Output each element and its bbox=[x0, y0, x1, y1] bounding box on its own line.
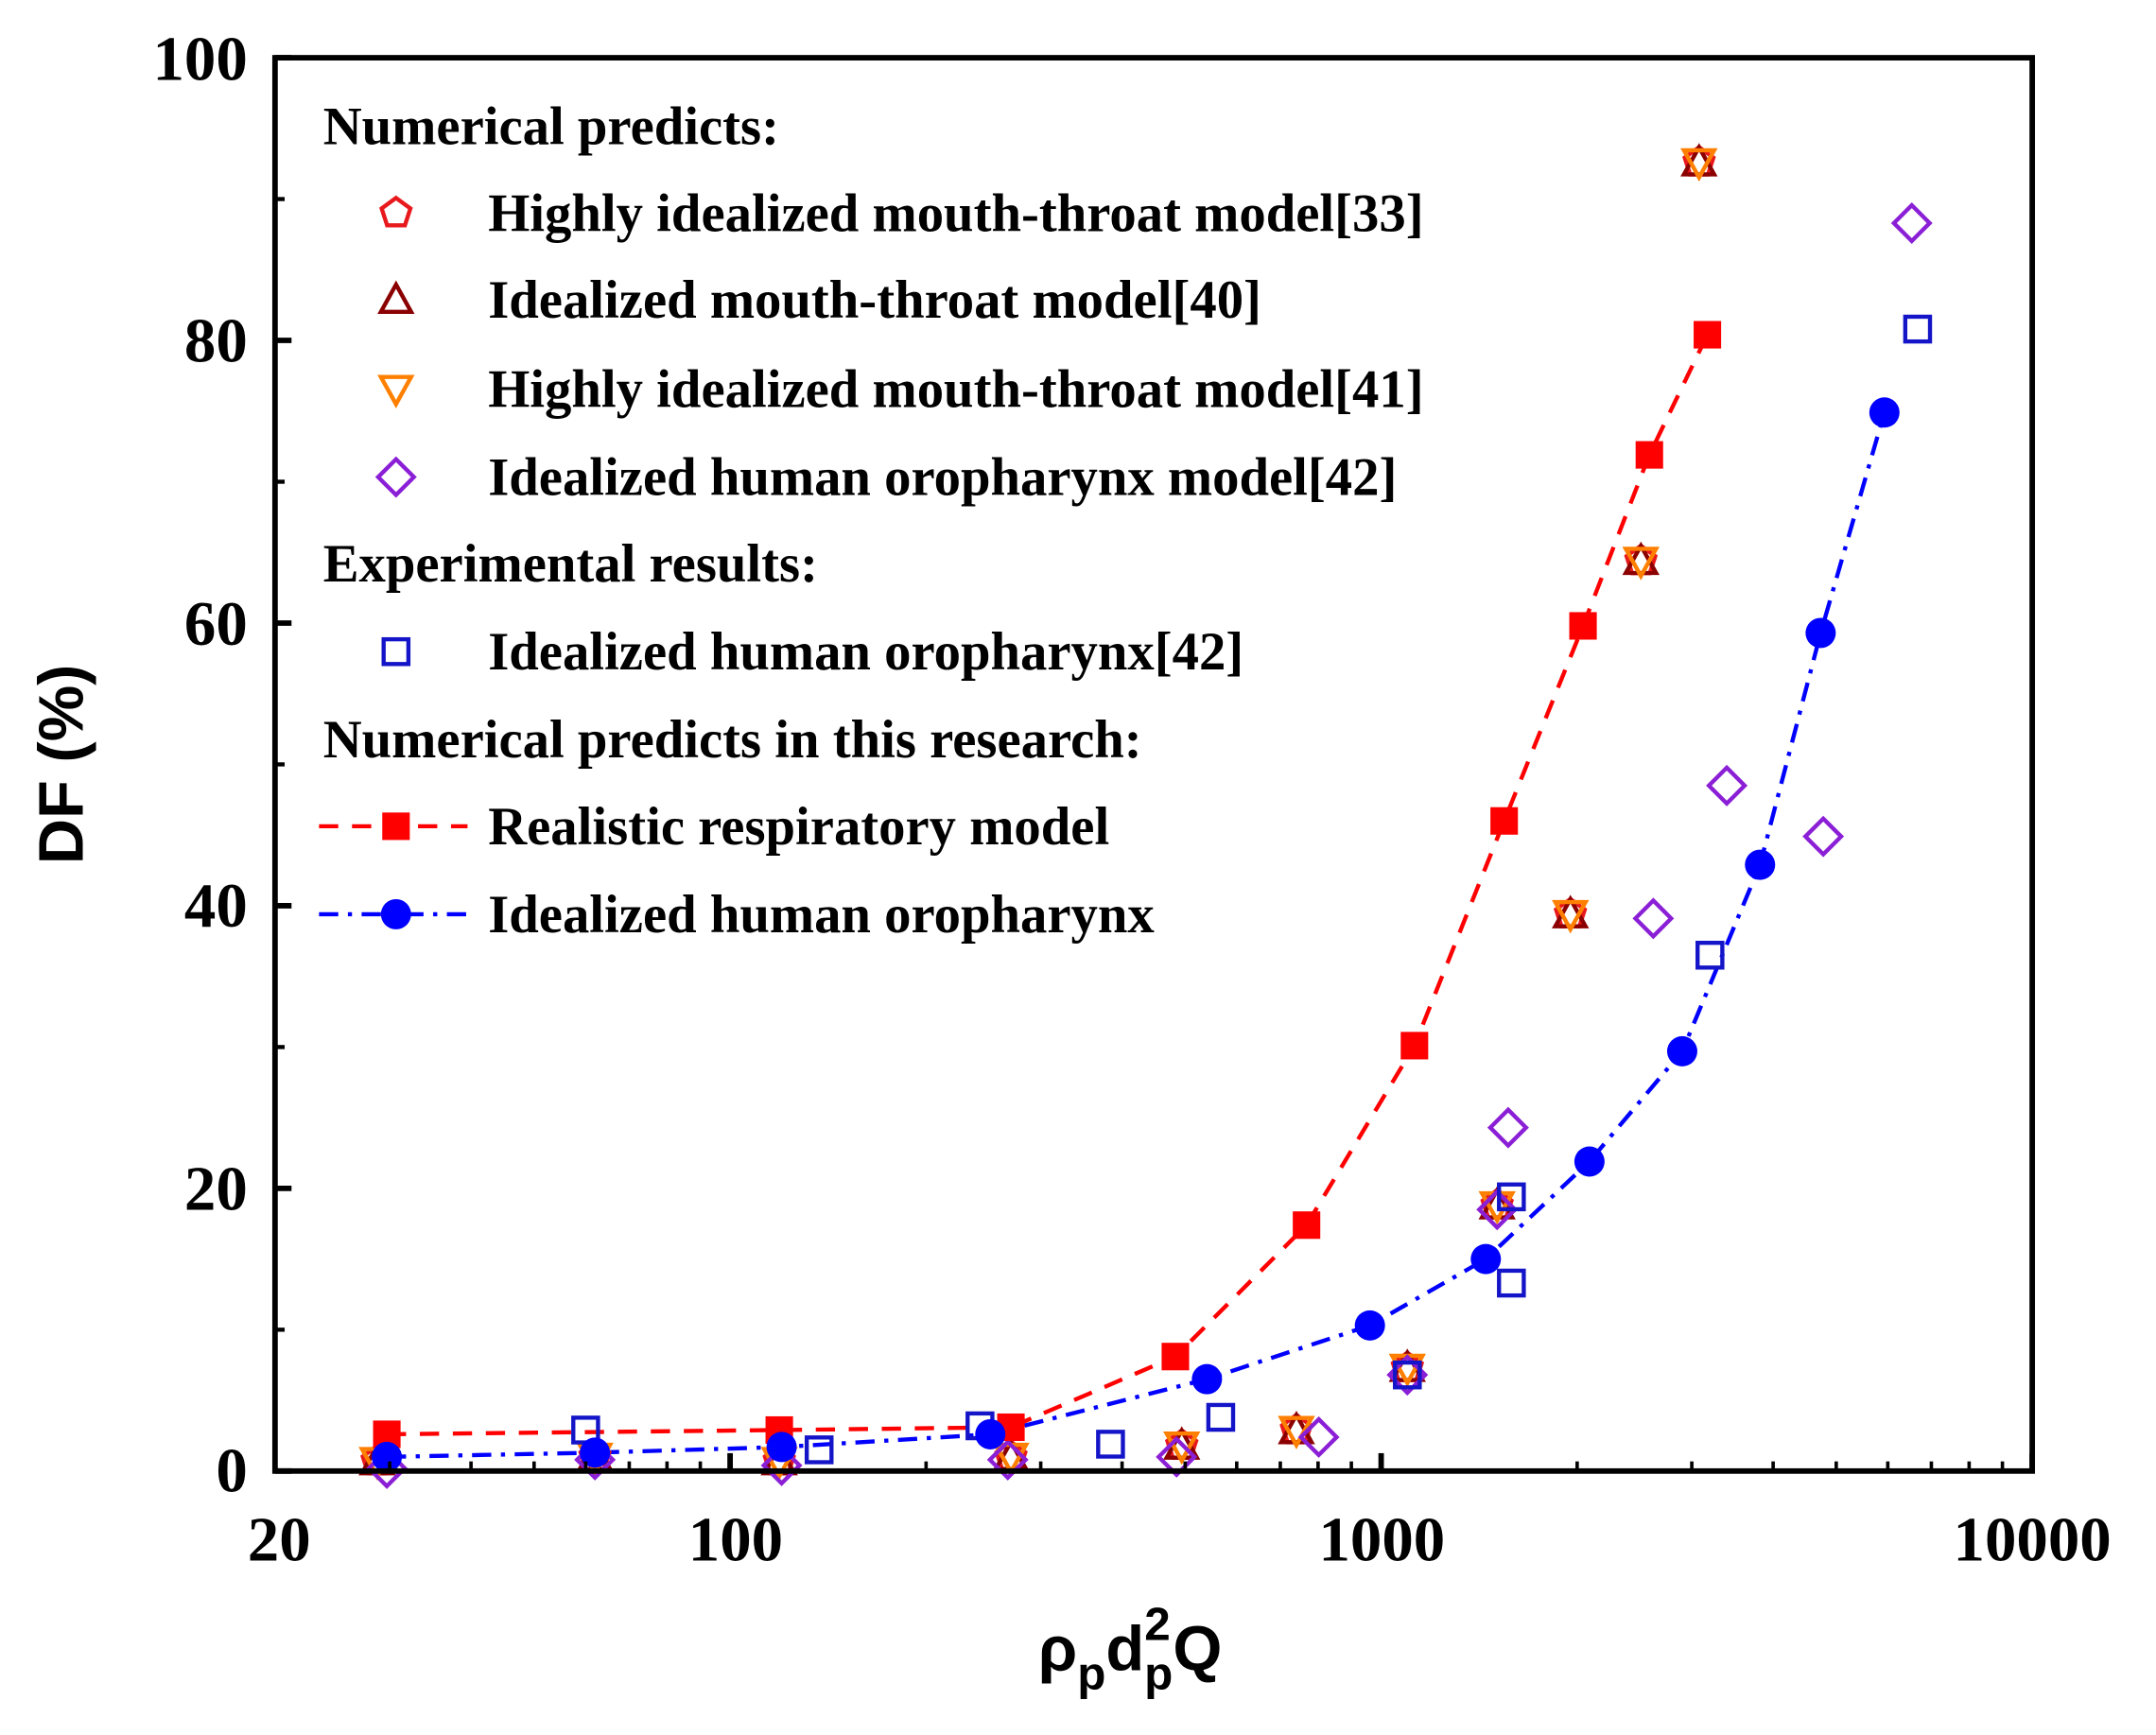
data-point bbox=[1400, 1032, 1429, 1060]
data-point bbox=[804, 1435, 834, 1465]
data-point bbox=[975, 1418, 1006, 1449]
legend-header: Experimental results: bbox=[323, 534, 818, 594]
x-title-sup: 2 bbox=[1144, 1599, 1171, 1651]
data-point bbox=[1206, 1402, 1236, 1432]
y-tick-label: 100 bbox=[152, 24, 247, 94]
data-point bbox=[1497, 1268, 1526, 1298]
data-point bbox=[1297, 1415, 1340, 1458]
legend-marker bbox=[379, 195, 413, 228]
y-tick-label: 40 bbox=[184, 871, 248, 941]
legend-marker bbox=[377, 374, 415, 408]
x-tick-label: 20 bbox=[248, 1504, 311, 1574]
data-point bbox=[1745, 849, 1776, 880]
data-point bbox=[1191, 1363, 1223, 1395]
legend-marker bbox=[374, 456, 417, 498]
axis-ticks bbox=[273, 55, 2036, 1474]
data-point bbox=[1163, 1431, 1201, 1466]
data-point bbox=[1574, 1146, 1605, 1177]
data-point bbox=[766, 1431, 797, 1463]
data-point bbox=[372, 1441, 403, 1472]
legend-marker bbox=[377, 280, 415, 314]
legend-items bbox=[319, 195, 468, 929]
x-tick-label: 10000 bbox=[1954, 1504, 2112, 1574]
series-fit-line bbox=[387, 334, 1710, 1437]
data-point bbox=[1706, 764, 1748, 807]
data-point bbox=[1680, 147, 1718, 182]
data-point bbox=[1354, 1310, 1385, 1341]
x-title-rho: ρ bbox=[1038, 1614, 1077, 1685]
data-point bbox=[1869, 397, 1900, 428]
legend-entry-label: Highly idealized mouth-throat model[41] bbox=[488, 359, 1423, 419]
x-tick-label: 1000 bbox=[1318, 1504, 1445, 1574]
data-point bbox=[1487, 1106, 1529, 1149]
data-point bbox=[1666, 1035, 1697, 1067]
data-point bbox=[1476, 1188, 1519, 1231]
data-point bbox=[1805, 617, 1836, 649]
data-point bbox=[580, 1437, 611, 1468]
legend-entry-label: Idealized human oropharynx model[42] bbox=[488, 447, 1397, 507]
data-point bbox=[1497, 1182, 1526, 1212]
legend-entry-label: Idealized human oropharynx[42] bbox=[488, 622, 1243, 682]
x-title-sub: p bbox=[1144, 1648, 1173, 1700]
legend: Numerical predicts: Experimental results… bbox=[319, 97, 1424, 945]
legend-entry-label: Realistic respiratory model bbox=[488, 797, 1109, 857]
x-title-d: d bbox=[1105, 1614, 1144, 1685]
data-point bbox=[1393, 1360, 1422, 1390]
data-point bbox=[1903, 314, 1933, 344]
y-tick-label: 0 bbox=[216, 1436, 247, 1506]
x-title-sub: p bbox=[1077, 1648, 1105, 1700]
data-point bbox=[1635, 441, 1663, 469]
data-point bbox=[1293, 1211, 1321, 1240]
data-point bbox=[1890, 201, 1933, 244]
x-tick-label: 100 bbox=[688, 1504, 783, 1574]
legend-header: Numerical predicts: bbox=[323, 97, 779, 157]
data-point bbox=[1490, 807, 1519, 835]
legend-entry-label: Idealized human oropharynx bbox=[488, 885, 1155, 945]
data-point bbox=[760, 1444, 803, 1486]
data-point bbox=[1632, 897, 1675, 940]
y-axis-title: DF (%) bbox=[26, 665, 96, 865]
data-point bbox=[1096, 1430, 1125, 1459]
legend-marker bbox=[381, 636, 411, 667]
y-tick-label: 20 bbox=[184, 1154, 248, 1224]
data-point bbox=[1694, 321, 1722, 349]
legend-entry-label: Idealized mouth-throat model[40] bbox=[488, 270, 1261, 330]
data-point bbox=[1622, 547, 1660, 581]
x-axis-title: ρpd2 pQ bbox=[1038, 1599, 1223, 1700]
y-tick-label: 60 bbox=[184, 589, 248, 659]
data-point bbox=[1552, 899, 1590, 934]
data-point bbox=[986, 1438, 1029, 1481]
x-title-q: Q bbox=[1173, 1614, 1222, 1685]
legend-marker bbox=[382, 812, 410, 841]
legend-marker bbox=[380, 898, 411, 929]
series-fit-line bbox=[387, 411, 1886, 1460]
data-point bbox=[1161, 1343, 1190, 1371]
legend-header: Numerical predicts in this research: bbox=[323, 710, 1142, 770]
legend-entry-label: Highly idealized mouth-throat model[33] bbox=[488, 183, 1423, 243]
data-point bbox=[1156, 1435, 1198, 1478]
y-tick-label: 80 bbox=[184, 305, 248, 375]
data-point bbox=[1470, 1243, 1502, 1275]
data-point bbox=[1695, 940, 1725, 970]
data-point bbox=[1802, 815, 1845, 858]
data-point bbox=[1569, 612, 1597, 640]
